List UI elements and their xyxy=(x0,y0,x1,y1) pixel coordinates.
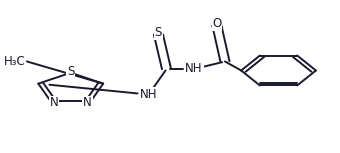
Text: NH: NH xyxy=(185,62,203,75)
Text: S: S xyxy=(155,26,162,39)
Text: NH: NH xyxy=(140,88,157,101)
Text: O: O xyxy=(212,17,221,30)
Text: S: S xyxy=(67,65,74,78)
Text: N: N xyxy=(50,96,58,109)
Text: N: N xyxy=(83,96,92,109)
Text: H₃C: H₃C xyxy=(3,55,25,68)
